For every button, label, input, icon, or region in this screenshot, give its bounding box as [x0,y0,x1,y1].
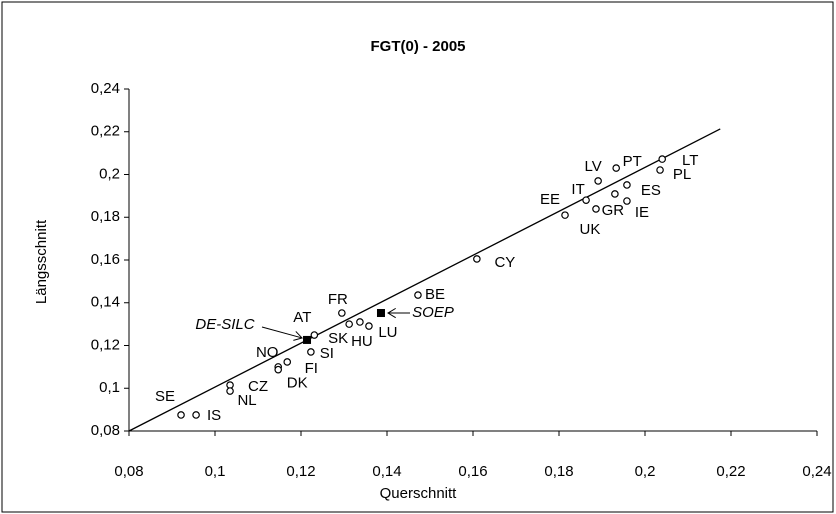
point-label: FR [328,291,348,308]
point-label: UK [580,221,601,238]
highlight-label: DE-SILC [195,316,254,333]
point [226,387,234,395]
point [623,197,631,205]
arrow [261,326,303,339]
point-label: CY [494,254,515,271]
point-label: SI [320,345,334,362]
x-tick-label: 0,18 [544,463,573,480]
point-label: IT [571,181,584,198]
point-label: BE [425,286,445,303]
point-label: HU [351,333,373,350]
y-tick-label: 0,08 [91,422,120,439]
highlight-label: SOEP [412,304,454,321]
point [561,211,569,219]
point-label: NO [256,344,279,361]
point-label: FI [305,360,318,377]
point-label: LU [378,324,397,341]
y-axis-label: Längsschnitt [33,219,50,304]
chart-title: FGT(0) - 2005 [370,38,465,55]
point-label: IE [635,204,649,221]
point [473,255,481,263]
point [307,348,315,356]
point-label: ES [641,182,661,199]
arrow-head [293,331,303,341]
point [612,164,620,172]
point [414,291,422,299]
highlight-point [376,309,385,318]
point-label: LT [682,152,698,169]
y-tick-label: 0,1 [99,379,120,396]
point [592,205,600,213]
y-tick-label: 0,16 [91,251,120,268]
y-tick-label: 0,22 [91,123,120,140]
point [365,322,373,330]
point [345,320,353,328]
y-tick-label: 0,18 [91,208,120,225]
x-tick-label: 0,16 [458,463,487,480]
point [283,358,292,366]
point-label: DK [287,375,308,392]
point [310,331,319,339]
point-label: SK [328,330,348,347]
point-label: PT [623,153,642,170]
x-tick-label: 0,2 [635,463,656,480]
point [658,155,667,163]
point [582,196,590,204]
point [274,365,283,374]
x-tick-label: 0,1 [205,463,226,480]
x-tick-label: 0,24 [802,463,831,480]
x-axis-label: Querschnitt [380,485,458,502]
point [594,177,602,185]
x-tick-label: 0,08 [114,463,143,480]
x-tick-label: 0,12 [286,463,315,480]
point [356,318,364,326]
highlight-point [303,335,312,344]
y-tick-label: 0,24 [91,80,120,97]
y-tick-label: 0,12 [91,336,120,353]
point-label: GR [602,202,625,219]
y-tick-label: 0,2 [99,165,120,182]
point [177,411,185,419]
point [623,181,631,189]
point [192,411,200,419]
point-label: EE [540,191,560,208]
x-tick-label: 0,22 [716,463,745,480]
point-label: PL [673,166,691,183]
x-tick-label: 0,14 [372,463,401,480]
point [611,190,619,198]
point-label: IS [207,407,221,424]
arrow-head [387,307,396,319]
trend-line [128,128,721,432]
y-tick-label: 0,14 [91,294,120,311]
point-label: NL [237,392,256,409]
point [656,166,664,174]
point-label: AT [293,309,311,326]
point-label: CZ [248,378,268,395]
point-label: LV [585,158,602,175]
point [338,309,346,317]
point-label: SE [155,388,175,405]
